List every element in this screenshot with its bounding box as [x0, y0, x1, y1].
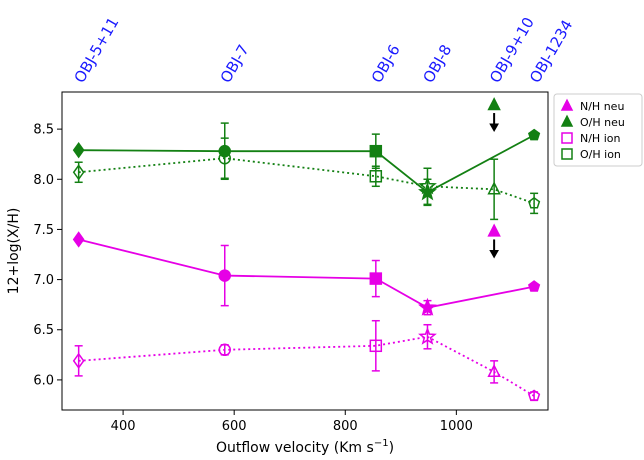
- series-o-h-neu: [72, 122, 541, 207]
- x-tick-label: 800: [333, 419, 358, 434]
- data-point: [72, 142, 85, 159]
- series-line: [78, 134, 535, 194]
- data-point: [218, 151, 231, 165]
- upper-limits: [487, 97, 501, 259]
- data-point: [72, 231, 85, 248]
- object-label: OBJ-6: [368, 42, 404, 86]
- data-point: [369, 144, 383, 158]
- legend-label: N/H neu: [580, 100, 624, 113]
- plot-area: [61, 91, 549, 411]
- data-point: [528, 128, 541, 141]
- legend-label: N/H ion: [580, 132, 620, 145]
- legend: N/H neu O/H neu N/H ion O/H ion: [553, 93, 643, 167]
- series-o-h-ion: [72, 137, 541, 221]
- data-point: [487, 363, 501, 378]
- x-axis-label: Outflow velocity (Km s−1): [216, 438, 394, 456]
- y-tick-label: 7.5: [33, 223, 54, 238]
- legend-marker: [560, 114, 574, 127]
- y-tick-label: 6.5: [33, 323, 54, 338]
- x-tick-label: 1000: [440, 419, 473, 434]
- data-point: [72, 352, 85, 370]
- data-point: [418, 297, 437, 316]
- series-line: [78, 157, 535, 205]
- data-point: [72, 164, 85, 181]
- series-line: [78, 238, 535, 309]
- x-tick-label: 400: [111, 419, 136, 434]
- down-arrow-head: [489, 123, 499, 133]
- legend-label: O/H ion: [580, 148, 621, 161]
- y-tick-label: 8.5: [33, 123, 54, 138]
- upper-limit: [487, 223, 501, 259]
- axes-frame: [61, 91, 549, 411]
- legend-marker: [561, 132, 573, 144]
- upper-limit: [487, 97, 501, 133]
- series-n-h-neu: [72, 231, 541, 316]
- legend-marker: [561, 148, 573, 160]
- object-label: OBJ-8: [419, 42, 455, 86]
- legend-label: O/H neu: [580, 116, 625, 129]
- y-tick-label: 8.0: [33, 173, 54, 188]
- series-layer: [72, 122, 541, 402]
- data-point: [418, 326, 437, 345]
- data-point: [528, 280, 541, 292]
- data-point: [218, 343, 231, 357]
- data-point: [487, 181, 501, 195]
- data-point: [418, 176, 437, 195]
- data-point: [528, 389, 541, 402]
- data-point: [369, 339, 383, 353]
- legend-box: [553, 93, 643, 167]
- legend-marker: [560, 98, 574, 111]
- data-point: [218, 269, 231, 282]
- y-axis-label: 12+log(X/H): [6, 208, 22, 295]
- y-tick-label: 6.0: [33, 373, 54, 388]
- x-axis-ticks: 400 600 800 1000: [111, 410, 473, 434]
- object-label: OBJ-7: [217, 42, 253, 86]
- object-label: OBJ-5+11: [71, 14, 123, 86]
- upper-limit-marker: [487, 223, 501, 237]
- x-tick-label: 600: [222, 419, 247, 434]
- data-point: [369, 272, 383, 285]
- y-tick-label: 7.0: [33, 273, 54, 288]
- y-axis-ticks: 6.0 6.5 7.0 7.5 8.0 8.5: [33, 123, 62, 388]
- data-point: [528, 196, 541, 209]
- down-arrow-head: [489, 249, 499, 259]
- series-n-h-ion: [72, 319, 541, 402]
- upper-limit-marker: [487, 97, 501, 111]
- data-point: [369, 170, 383, 183]
- series-line: [78, 335, 535, 397]
